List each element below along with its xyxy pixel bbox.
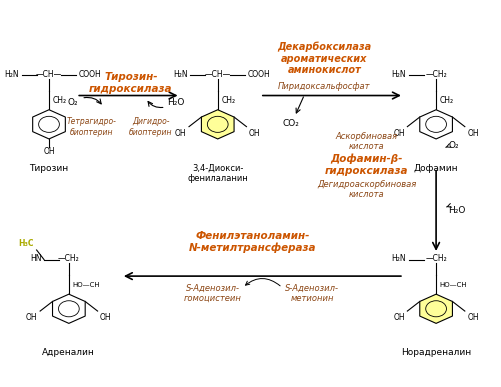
Polygon shape xyxy=(53,294,85,324)
Text: Аскорбиновая
кислота: Аскорбиновая кислота xyxy=(335,132,397,151)
Text: H₃C: H₃C xyxy=(19,239,34,248)
Text: OH: OH xyxy=(466,128,478,137)
Text: CH₂: CH₂ xyxy=(53,96,67,104)
Text: OH: OH xyxy=(392,128,404,137)
Text: O₂: O₂ xyxy=(67,98,78,107)
Text: CH₂: CH₂ xyxy=(439,96,453,104)
Text: O₂: O₂ xyxy=(447,141,458,150)
Text: COOH: COOH xyxy=(247,70,270,79)
Polygon shape xyxy=(419,294,451,324)
Text: CH₂: CH₂ xyxy=(221,96,235,104)
Text: H₂N: H₂N xyxy=(391,254,405,264)
Text: 3,4-Диокси-
фенилаланин: 3,4-Диокси- фенилаланин xyxy=(187,164,247,183)
Polygon shape xyxy=(33,110,65,139)
Text: OH: OH xyxy=(100,313,112,322)
Text: Дофамин-β-
гидроксилаза: Дофамин-β- гидроксилаза xyxy=(324,154,407,176)
Text: Тирозин-
гидроксилаза: Тирозин- гидроксилаза xyxy=(89,72,172,94)
Text: Тирозин: Тирозин xyxy=(30,164,69,173)
Text: OH: OH xyxy=(466,313,478,322)
Text: H₂N: H₂N xyxy=(391,70,405,79)
Text: Декарбоксилаза
ароматических
аминокислот: Декарбоксилаза ароматических аминокислот xyxy=(277,42,371,75)
Text: Адреналин: Адреналин xyxy=(43,348,95,357)
Text: CO₂: CO₂ xyxy=(282,118,299,128)
Text: —CH₂: —CH₂ xyxy=(424,70,446,79)
Text: OH: OH xyxy=(43,147,55,156)
Text: Дигидро-
биоптерин: Дигидро- биоптерин xyxy=(129,117,172,137)
Text: OH: OH xyxy=(174,128,186,137)
Text: Норадреналин: Норадреналин xyxy=(400,348,470,357)
Text: HO—CH: HO—CH xyxy=(72,282,100,288)
Text: COOH: COOH xyxy=(79,70,101,79)
Text: Пиридоксальфосфат: Пиридоксальфосфат xyxy=(278,82,370,91)
Polygon shape xyxy=(419,110,451,139)
Polygon shape xyxy=(201,110,233,139)
Text: Дегидроаскорбиновая
кислота: Дегидроаскорбиновая кислота xyxy=(316,180,415,199)
Text: —CH—: —CH— xyxy=(204,70,230,79)
Text: H₂N: H₂N xyxy=(173,70,187,79)
Text: —CH—: —CH— xyxy=(36,70,62,79)
Text: Дофамин: Дофамин xyxy=(413,164,457,173)
Text: —CH₂: —CH₂ xyxy=(424,254,446,264)
Text: HN: HN xyxy=(30,254,42,264)
Text: Фенилэтаноламин-
N-метилтрансфераза: Фенилэтаноламин- N-метилтрансфераза xyxy=(188,231,316,253)
Text: H₂O: H₂O xyxy=(447,206,465,215)
Text: Тетрагидро-
биоптерин: Тетрагидро- биоптерин xyxy=(66,117,116,137)
Text: S-Аденозил-
метионин: S-Аденозил- метионин xyxy=(285,284,338,303)
Text: H₂O: H₂O xyxy=(166,98,184,107)
Text: H₂N: H₂N xyxy=(5,70,19,79)
Text: OH: OH xyxy=(392,313,404,322)
Text: S-Аденозил-
гомоцистеин: S-Аденозил- гомоцистеин xyxy=(183,284,241,303)
Text: —CH₂: —CH₂ xyxy=(58,254,80,264)
Text: OH: OH xyxy=(26,313,38,322)
Text: HO—CH: HO—CH xyxy=(439,282,466,288)
Text: OH: OH xyxy=(248,128,260,137)
